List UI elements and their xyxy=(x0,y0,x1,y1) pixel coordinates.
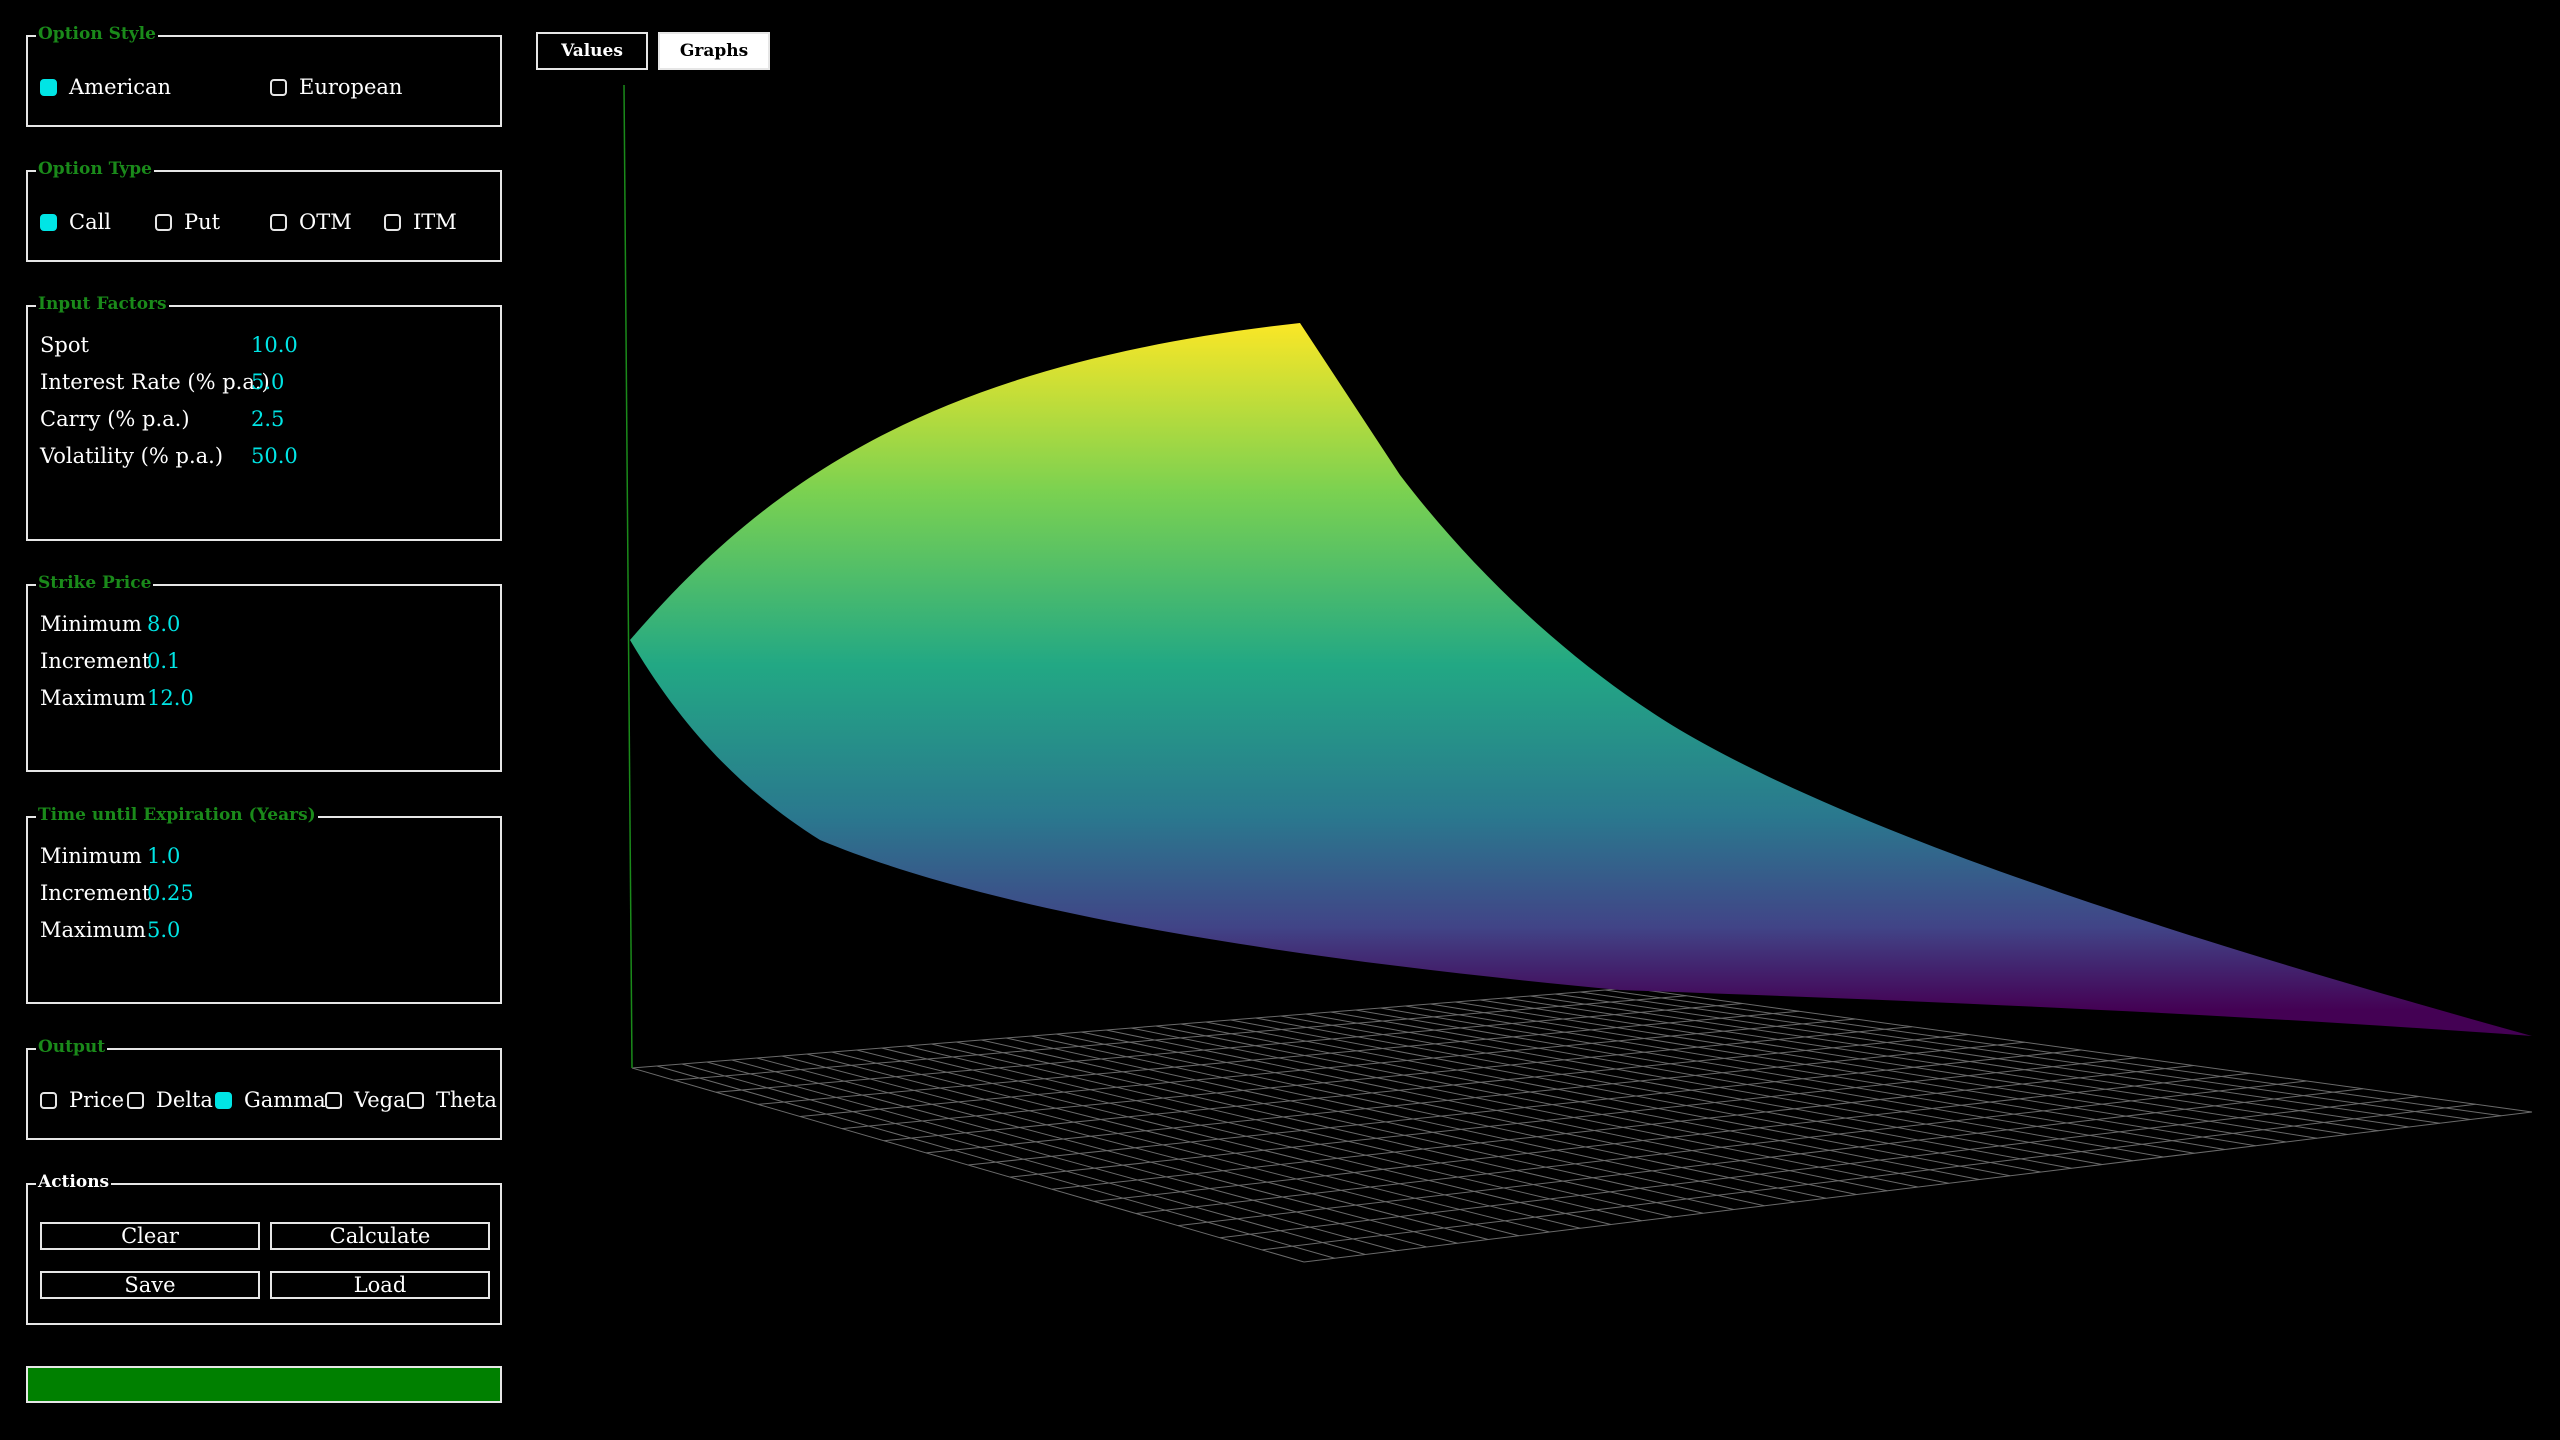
checkbox-indicator xyxy=(40,213,57,231)
grid-line xyxy=(1051,1065,2194,1190)
strike-price-title: Strike Price xyxy=(36,571,154,595)
option-style-group: Option Style American European xyxy=(26,22,502,127)
time-increment-label: Increment xyxy=(40,881,151,905)
gamma-checkbox[interactable]: Gamma xyxy=(215,1088,326,1112)
input-factors-title: Input Factors xyxy=(36,292,169,316)
strike-max-label: Maximum xyxy=(40,686,146,710)
checkbox-indicator xyxy=(127,1091,144,1109)
grid-line xyxy=(1009,1057,2138,1178)
itm-label: ITM xyxy=(413,210,457,234)
spot-input[interactable]: 10.0 xyxy=(251,333,298,357)
time-increment-input[interactable]: 0.25 xyxy=(147,881,194,905)
interest-rate-input[interactable]: 5.0 xyxy=(251,370,285,394)
progress-fill xyxy=(28,1368,500,1401)
delta-checkbox[interactable]: Delta xyxy=(127,1088,213,1112)
strike-min-input[interactable]: 8.0 xyxy=(147,612,181,636)
time-to-expiry-group: Time until Expiration (Years) Minimum 1.… xyxy=(26,803,502,1004)
grid-line xyxy=(757,1010,1800,1105)
floor-grid xyxy=(631,987,2533,1263)
otm-checkbox[interactable]: OTM xyxy=(270,210,352,234)
price-label: Price xyxy=(69,1088,125,1112)
gamma-surface xyxy=(630,323,2532,1036)
vega-label: Vega xyxy=(354,1088,406,1112)
vega-checkbox[interactable]: Vega xyxy=(325,1088,406,1112)
checkbox-indicator xyxy=(407,1091,424,1109)
checkbox-indicator xyxy=(270,213,287,231)
strike-increment-input[interactable]: 0.1 xyxy=(147,649,181,673)
grid-line xyxy=(883,1034,1969,1142)
strike-price-group: Strike Price Minimum 8.0 Increment 0.1 M… xyxy=(26,571,502,772)
grid-line xyxy=(1177,1088,2363,1227)
volatility-label: Volatility (% p.a.) xyxy=(40,444,224,468)
call-checkbox[interactable]: Call xyxy=(40,210,111,234)
progress-bar xyxy=(26,1366,502,1403)
checkbox-indicator xyxy=(215,1091,232,1109)
theta-checkbox[interactable]: Theta xyxy=(407,1088,497,1112)
option-style-title: Option Style xyxy=(36,22,158,46)
delta-label: Delta xyxy=(156,1088,213,1112)
grid-line xyxy=(1219,1096,2420,1239)
time-max-input[interactable]: 5.0 xyxy=(147,918,181,942)
carry-input[interactable]: 2.5 xyxy=(251,407,285,431)
european-label: European xyxy=(299,75,403,99)
z-axis xyxy=(623,84,633,1069)
time-to-expiry-title: Time until Expiration (Years) xyxy=(36,803,318,827)
volatility-input[interactable]: 50.0 xyxy=(251,444,298,468)
grid-line xyxy=(925,1041,2025,1154)
option-type-title: Option Type xyxy=(36,157,154,181)
grid-line xyxy=(841,1026,1912,1130)
clear-button[interactable]: Clear xyxy=(40,1222,260,1250)
american-radio[interactable]: American xyxy=(40,75,171,99)
tab-values[interactable]: Values xyxy=(536,32,648,70)
checkbox-indicator xyxy=(325,1091,342,1109)
grid-line xyxy=(1093,1072,2251,1202)
checkbox-indicator xyxy=(155,213,172,231)
grid-line xyxy=(1135,1080,2307,1214)
load-button[interactable]: Load xyxy=(270,1271,490,1299)
grid-line xyxy=(715,1003,1743,1093)
put-checkbox[interactable]: Put xyxy=(155,210,220,234)
actions-title: Actions xyxy=(36,1170,112,1194)
grid-line xyxy=(631,987,1631,1069)
interest-rate-label: Interest Rate (% p.a.) xyxy=(40,370,270,394)
checkbox-indicator xyxy=(40,1091,57,1109)
strike-increment-label: Increment xyxy=(40,649,151,673)
american-label: American xyxy=(69,75,172,99)
otm-label: OTM xyxy=(299,210,352,234)
save-button[interactable]: Save xyxy=(40,1271,260,1299)
checkbox-indicator xyxy=(40,78,57,96)
grid-line xyxy=(1303,1111,2533,1263)
time-min-input[interactable]: 1.0 xyxy=(147,844,181,868)
calculate-button[interactable]: Calculate xyxy=(270,1222,490,1250)
spot-label: Spot xyxy=(40,333,89,357)
grid-line xyxy=(799,1018,1856,1117)
output-group: Output Price Delta Gamma Vega Theta xyxy=(26,1035,502,1140)
price-checkbox[interactable]: Price xyxy=(40,1088,124,1112)
time-min-label: Minimum xyxy=(40,844,142,868)
checkbox-indicator xyxy=(384,213,401,231)
input-factors-group: Input Factors Spot 10.0 Interest Rate (%… xyxy=(26,292,502,541)
option-type-group: Option Type Call Put OTM ITM xyxy=(26,157,502,262)
strike-max-input[interactable]: 12.0 xyxy=(147,686,194,710)
theta-label: Theta xyxy=(436,1088,497,1112)
grid-line xyxy=(1261,1103,2476,1251)
carry-label: Carry (% p.a.) xyxy=(40,407,190,431)
actions-group: Actions Clear Calculate Save Load xyxy=(26,1170,502,1325)
put-label: Put xyxy=(184,210,221,234)
tab-graphs[interactable]: Graphs xyxy=(658,32,770,70)
strike-min-label: Minimum xyxy=(40,612,142,636)
checkbox-indicator xyxy=(270,78,287,96)
grid-line xyxy=(673,995,1687,1081)
call-label: Call xyxy=(69,210,112,234)
grid-line xyxy=(967,1049,2082,1166)
european-radio[interactable]: European xyxy=(270,75,402,99)
output-title: Output xyxy=(36,1035,108,1059)
surface-plot[interactable] xyxy=(540,70,2540,1290)
gamma-label: Gamma xyxy=(244,1088,326,1112)
time-max-label: Maximum xyxy=(40,918,146,942)
itm-checkbox[interactable]: ITM xyxy=(384,210,457,234)
